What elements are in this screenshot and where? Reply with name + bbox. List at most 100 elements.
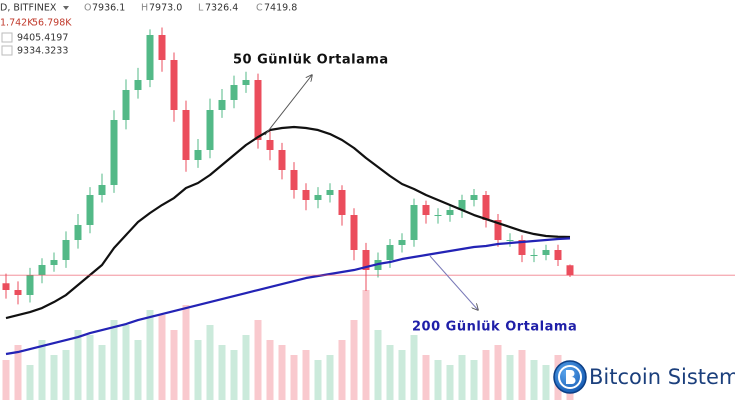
volume-bar: [386, 345, 394, 400]
candle-body: [326, 190, 334, 195]
candle-body: [122, 90, 130, 120]
logo-icon: [566, 370, 576, 385]
volume-bar: [194, 340, 202, 400]
annotation: 200 Günlük Ortalama: [412, 320, 577, 335]
candle-body: [146, 35, 154, 80]
candle-body: [206, 110, 214, 150]
volume-bar: [2, 360, 10, 400]
volume-bar: [482, 350, 490, 400]
ohlc-key: O: [84, 3, 91, 14]
volume-bar: [338, 340, 346, 400]
candle-body: [482, 195, 490, 220]
candle-body: [458, 200, 466, 210]
candle-body: [134, 80, 142, 90]
ma-line: [5, 237, 571, 356]
candle-body: [398, 240, 406, 245]
volume-value: 56.798K: [32, 18, 72, 29]
candle-body: [338, 190, 346, 215]
candle-body: [194, 150, 202, 160]
candle-body: [410, 205, 418, 240]
volume-bar: [86, 335, 94, 400]
candle-body: [74, 225, 82, 240]
candle-body: [302, 190, 310, 200]
volume-bar: [182, 305, 190, 400]
ohlc-value: 7419.8: [264, 3, 297, 14]
indicator-icon: [1, 45, 13, 56]
annotation-arrow: [429, 255, 478, 310]
candle-body: [14, 290, 22, 295]
volume-bar: [410, 335, 418, 400]
candle-body: [530, 255, 538, 256]
candle-body: [86, 195, 94, 225]
ma-line: [5, 125, 571, 320]
candle-body: [158, 35, 166, 60]
volume-bar: [542, 365, 550, 400]
logo-text: Bitcoin Sistemi: [589, 365, 735, 389]
volume-bar: [62, 350, 70, 400]
volume-bar: [506, 355, 514, 400]
volume-bar: [122, 325, 130, 400]
candle-body: [278, 150, 286, 170]
volume-bar: [158, 315, 166, 400]
volume-bar: [98, 345, 106, 400]
volume-bar: [38, 340, 46, 400]
candle-body: [254, 80, 262, 140]
ohlc-key: H: [141, 3, 148, 14]
annotation: 50 Günlük Ortalama: [233, 53, 389, 68]
candle-body: [50, 260, 58, 265]
volume-value: 1.742K: [0, 18, 34, 29]
volume-bar: [314, 360, 322, 400]
symbol: D, BITFINEX: [0, 3, 57, 14]
candle-body: [506, 240, 514, 241]
candle-body: [266, 140, 274, 150]
candle-body: [470, 195, 478, 200]
candle-body: [2, 283, 10, 290]
candle-body: [542, 250, 550, 255]
logo-icon: [558, 365, 582, 389]
ohlc-key: L: [198, 3, 204, 14]
candle-body: [230, 85, 238, 100]
volume-bar: [362, 290, 370, 400]
volume-bar: [326, 355, 334, 400]
ohlc-value: 7973.0: [149, 3, 182, 14]
candle-body: [446, 210, 454, 215]
volume-bar: [434, 360, 442, 400]
volume-bar: [446, 365, 454, 400]
volume-bar: [398, 350, 406, 400]
candle-body: [386, 245, 394, 260]
volume-bar: [206, 325, 214, 400]
indicator-icon: [1, 32, 13, 43]
volume-bar: [170, 330, 178, 400]
candle-body: [494, 220, 502, 240]
candle-body: [434, 215, 442, 216]
annotation-arrow: [264, 75, 312, 136]
candle-body: [110, 120, 118, 185]
volume-bar: [374, 330, 382, 400]
volume-bar: [278, 345, 286, 400]
candle-body: [350, 215, 358, 250]
ma-value: 9334.3233: [17, 46, 68, 57]
logo: Bitcoin Sistemi: [553, 360, 735, 394]
candle-body: [362, 250, 370, 270]
candle-body: [290, 170, 298, 190]
volume-bar: [146, 310, 154, 400]
volume-bar: [518, 350, 526, 400]
volume-bar: [530, 360, 538, 400]
candle-body: [38, 265, 46, 275]
volume-bar: [254, 320, 262, 400]
volume-bar: [50, 355, 58, 400]
header: D, BITFINEX O 7936.1 H 7973.0 L 7326.4 C…: [0, 3, 297, 57]
volume-bar: [134, 340, 142, 400]
volume-bar: [290, 355, 298, 400]
candle-body: [26, 275, 34, 295]
candle-body: [566, 265, 574, 276]
volume-bar: [242, 335, 250, 400]
candle-body: [554, 250, 562, 260]
volume-bar: [494, 345, 502, 400]
candle-body: [182, 110, 190, 160]
ohlc-key: C: [256, 3, 263, 14]
volume-bar: [266, 340, 274, 400]
dropdown-icon: [63, 6, 69, 10]
volume-bar: [350, 320, 358, 400]
